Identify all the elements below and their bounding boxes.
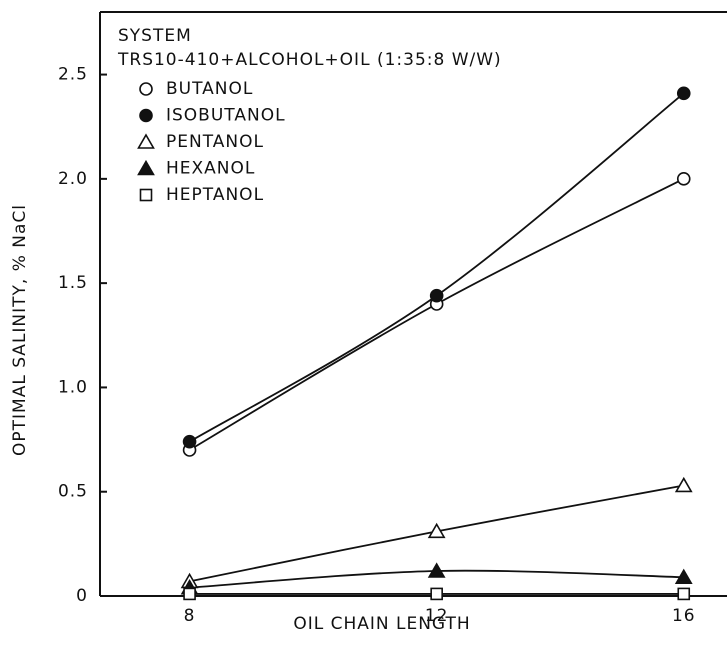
legend-label: BUTANOL [166, 79, 253, 99]
y-tick-label: 2.0 [58, 169, 88, 189]
y-axis-label: OPTIMAL SALINITY, % NaCl [10, 204, 30, 456]
legend-marker [137, 133, 155, 149]
data-point [676, 172, 691, 186]
legend-label: PENTANOL [166, 132, 264, 152]
x-tick-label: 12 [425, 606, 449, 626]
data-point [674, 568, 693, 585]
data-point [676, 86, 691, 101]
x-axis-label: OIL CHAIN LENGTH [293, 614, 470, 634]
y-tick-label: 1.0 [58, 377, 88, 397]
data-point [427, 522, 446, 539]
y-tick-label: 1.5 [58, 273, 88, 293]
data-point [430, 587, 443, 601]
series-line [189, 178, 685, 451]
chart-subtitle: TRS10-410+ALCOHOL+OIL (1:35:8 W/W) [117, 50, 502, 70]
legend-marker [139, 82, 153, 96]
y-tick-label: 0.5 [58, 482, 88, 502]
legend-marker [139, 108, 153, 123]
data-point [183, 587, 196, 601]
x-tick-label: 16 [672, 606, 696, 626]
legend-label: ISOBUTANOL [166, 106, 286, 126]
data-point [427, 562, 446, 578]
x-tick-label: 8 [184, 606, 196, 626]
data-point [429, 288, 444, 303]
y-tick-label: 0 [76, 586, 88, 606]
legend-marker [139, 188, 153, 202]
y-tick-label: 2.5 [58, 65, 88, 85]
legend-marker [137, 159, 155, 176]
legend-label: HEXANOL [166, 159, 255, 179]
data-point [182, 434, 197, 449]
chart-title: SYSTEM [118, 26, 192, 46]
data-point [674, 476, 693, 493]
legend-label: HEPTANOL [166, 185, 264, 205]
data-point [677, 587, 691, 601]
